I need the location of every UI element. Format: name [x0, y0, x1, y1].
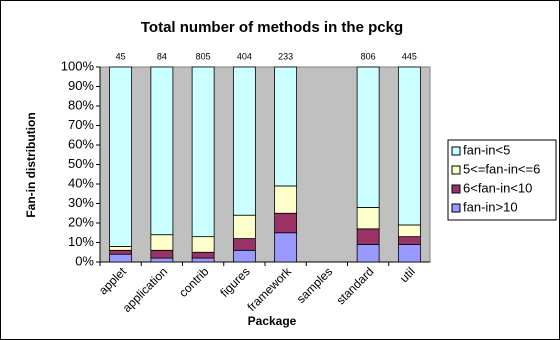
bar-segment — [150, 257, 174, 263]
bar-segment — [356, 206, 380, 230]
legend-label: 6<fan-in<10 — [463, 180, 532, 195]
bar-segment — [191, 251, 215, 259]
x-axis-label: Package — [248, 314, 297, 328]
bar-segment — [232, 214, 256, 239]
total-label: 805 — [196, 51, 211, 61]
total-label: 445 — [402, 51, 417, 61]
bar-segment — [274, 212, 298, 234]
legend-swatch — [451, 165, 461, 175]
bar-segment — [397, 236, 421, 245]
bar-segment — [232, 249, 256, 263]
y-tick-label: 60% — [68, 136, 94, 151]
bar-segment — [356, 244, 380, 263]
y-tick-label: 50% — [68, 156, 94, 171]
bar-segment — [356, 66, 380, 208]
total-label: 233 — [278, 51, 293, 61]
y-tick-label: 30% — [68, 195, 94, 210]
y-tick-label: 20% — [68, 214, 94, 229]
bar-segment — [397, 244, 421, 263]
bar-segment — [150, 249, 174, 259]
total-label: 806 — [361, 51, 376, 61]
bar-segment — [397, 66, 421, 226]
total-label: 84 — [157, 51, 167, 61]
bar-segment — [274, 232, 298, 263]
legend-label: fan-in<5 — [463, 142, 510, 157]
total-label: 45 — [116, 51, 126, 61]
y-axis-label: Fan-in distribution — [24, 112, 38, 217]
bar-segment — [397, 224, 421, 238]
bar-segment — [150, 66, 174, 236]
bar-segment — [109, 249, 133, 255]
total-label: 404 — [237, 51, 252, 61]
y-tick-label: 40% — [68, 175, 94, 190]
bar-segment — [150, 234, 174, 251]
y-tick-label: 80% — [68, 97, 94, 112]
y-tick-label: 90% — [68, 78, 94, 93]
legend-label: fan-in>10 — [463, 199, 518, 214]
legend-swatch — [451, 146, 461, 156]
bar-segment — [109, 253, 133, 263]
y-tick-label: 10% — [68, 234, 94, 249]
chart-title: Total number of methods in the pckg — [141, 19, 403, 36]
bar-segment — [274, 66, 298, 187]
bar-segment — [191, 236, 215, 253]
legend-label: 5<=fan-in<=6 — [463, 161, 540, 176]
bar-segment — [232, 238, 256, 251]
bar-segment — [109, 245, 133, 251]
y-tick-label: 70% — [68, 117, 94, 132]
legend-swatch — [451, 203, 461, 213]
legend-box — [447, 139, 557, 221]
bar-segment — [191, 257, 215, 263]
y-tick-label: 0% — [75, 253, 94, 268]
bar-segment — [191, 66, 215, 238]
bar-segment — [356, 228, 380, 245]
plot-area — [99, 66, 431, 263]
bar-segment — [232, 66, 256, 216]
bar-segment — [274, 185, 298, 214]
y-tick-label: 100% — [61, 58, 95, 73]
bar-segment — [109, 66, 133, 247]
legend-swatch — [451, 184, 461, 194]
